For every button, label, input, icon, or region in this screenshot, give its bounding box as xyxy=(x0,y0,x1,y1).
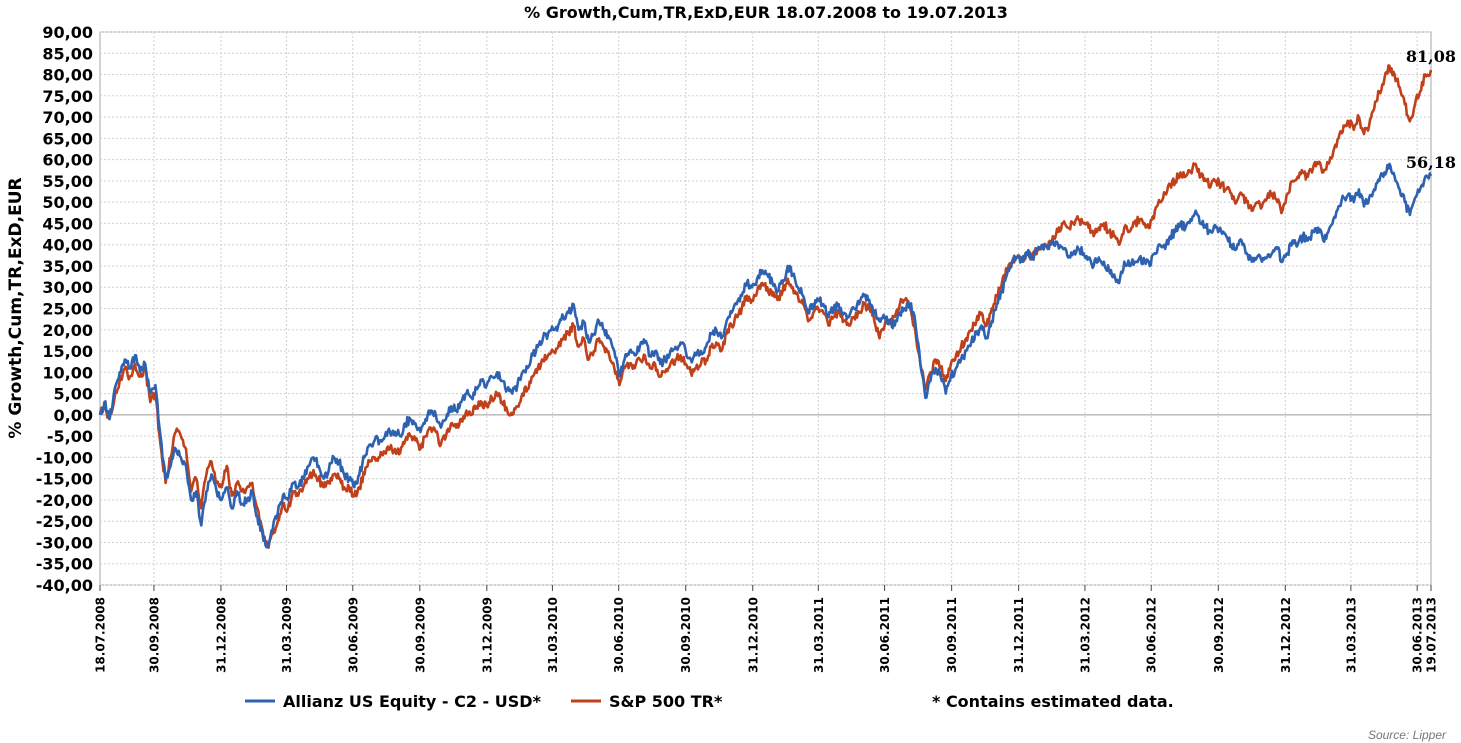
y-tick-label: -30,00 xyxy=(36,533,93,552)
x-tick-label: 30.09.2009 xyxy=(413,597,427,673)
y-tick-labels: 90,00 85,00 80,00 75,00 70,00 65,00 60,00 55,00… xyxy=(36,23,93,595)
y-tick-label: 20,00 xyxy=(42,321,93,340)
x-tick-label: 31.03.2009 xyxy=(280,597,294,673)
y-tick-label: 60,00 xyxy=(42,151,93,170)
end-labels: 56,18 81,08 xyxy=(1406,47,1456,172)
x-tick-label: 31.12.2009 xyxy=(480,597,494,673)
y-tick-label: -5,00 xyxy=(47,427,93,446)
x-tick-label: 31.12.2008 xyxy=(214,597,228,673)
y-tick-label: -25,00 xyxy=(36,512,93,531)
y-tick-label: -15,00 xyxy=(36,470,93,489)
y-tick-label: 15,00 xyxy=(42,342,93,361)
y-tick-label: 30,00 xyxy=(42,278,93,297)
x-tick-label: 31.03.2010 xyxy=(546,597,560,673)
y-tick-label: 70,00 xyxy=(42,108,93,127)
legend: Allianz US Equity - C2 - USD* S&P 500 TR* xyxy=(245,692,723,711)
end-value-label: 56,18 xyxy=(1406,153,1456,172)
y-tick-label: -40,00 xyxy=(36,576,93,595)
x-tick-label: 30.09.2008 xyxy=(147,597,161,673)
x-tick-label: 31.03.2011 xyxy=(812,597,826,673)
x-tick-label: 30.09.2012 xyxy=(1212,597,1226,673)
x-tick-label: 31.03.2012 xyxy=(1079,597,1093,673)
legend-note: * Contains estimated data. xyxy=(932,692,1174,711)
x-tick-label: 30.06.2009 xyxy=(346,597,360,673)
y-tick-label: 40,00 xyxy=(42,236,93,255)
end-value-label: 81,08 xyxy=(1406,47,1456,66)
x-tick-label: 30.06.2011 xyxy=(878,597,892,673)
y-tick-label: 45,00 xyxy=(42,214,93,233)
grid-lines xyxy=(99,31,1432,591)
chart-title: % Growth,Cum,TR,ExD,EUR 18.07.2008 to 19… xyxy=(524,3,1008,22)
x-tick-label: 30.06.2012 xyxy=(1145,597,1159,673)
legend-label: Allianz US Equity - C2 - USD* xyxy=(283,692,542,711)
x-tick-label: 18.07.2008 xyxy=(94,597,108,673)
legend-label: S&P 500 TR* xyxy=(609,692,723,711)
series-line-sp500 xyxy=(98,64,1433,549)
x-tick-label: 31.12.2012 xyxy=(1279,597,1293,673)
x-tick-label: 19.07.2013 xyxy=(1425,597,1439,673)
y-tick-label: 35,00 xyxy=(42,257,93,276)
y-tick-label: -10,00 xyxy=(36,448,93,467)
x-tick-label: 31.12.2011 xyxy=(1012,597,1026,673)
y-tick-label: 55,00 xyxy=(42,172,93,191)
x-tick-labels: 18.07.2008 30.09.2008 31.12.2008 31.03.2009… xyxy=(94,597,1439,673)
x-tick-label: 30.06.2013 xyxy=(1411,597,1425,673)
y-tick-label: 75,00 xyxy=(42,87,93,106)
series-line-allianz xyxy=(98,162,1433,549)
y-tick-label: 25,00 xyxy=(42,300,93,319)
y-tick-label: 5,00 xyxy=(54,385,93,404)
y-tick-label: 80,00 xyxy=(42,66,93,85)
y-tick-label: 85,00 xyxy=(42,44,93,63)
x-tick-label: 30.09.2010 xyxy=(679,597,693,673)
source-label: Source: Lipper xyxy=(1368,728,1447,742)
y-tick-label: 90,00 xyxy=(42,23,93,42)
y-tick-label: -35,00 xyxy=(36,555,93,574)
y-tick-label: 65,00 xyxy=(42,129,93,148)
x-tick-label: 31.03.2013 xyxy=(1344,597,1358,673)
x-tick-label: 31.12.2010 xyxy=(746,597,760,673)
x-tick-label: 30.06.2010 xyxy=(612,597,626,673)
y-tick-label: 0,00 xyxy=(54,406,93,425)
y-axis-label: % Growth,Cum,TR,ExD,EUR xyxy=(6,177,26,438)
y-tick-label: -20,00 xyxy=(36,491,93,510)
x-tick-label: 30.09.2011 xyxy=(945,597,959,673)
series-lines xyxy=(98,64,1433,549)
y-tick-label: 50,00 xyxy=(42,193,93,212)
y-tick-label: 10,00 xyxy=(42,363,93,382)
